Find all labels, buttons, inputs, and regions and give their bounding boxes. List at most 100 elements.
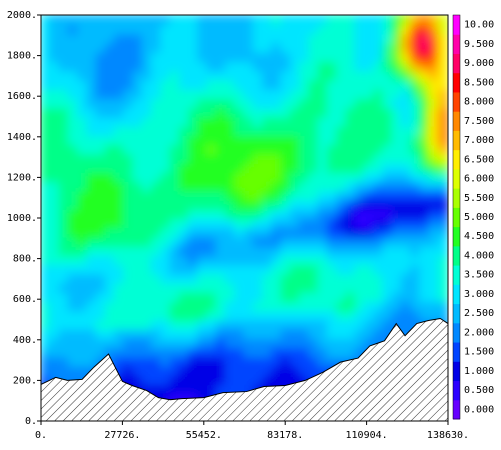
field-cell [262,272,274,284]
field-cell [271,41,283,53]
field-cell [262,253,274,266]
field-cell [197,170,209,183]
field-cell [299,244,311,256]
colorbar-swatch [453,380,460,401]
field-cell [317,143,329,155]
field-cell [77,189,89,201]
field-cell [41,189,52,201]
field-cell [252,115,264,127]
x-tick-label: 138630. [427,430,469,441]
field-cell [262,115,274,127]
y-tick-label: 1400. [7,132,37,143]
field-cell [206,226,218,238]
field-cell [67,115,79,127]
field-cell [391,309,403,321]
field-cell [410,133,422,146]
field-cell [132,32,144,44]
field-cell [225,180,237,192]
field-cell [95,143,107,155]
field-cell [363,152,375,164]
field-cell [160,78,172,90]
field-cell [49,272,61,284]
field-cell [289,226,301,238]
field-cell [178,180,190,192]
field-cell [354,290,366,303]
field-cell [86,115,98,127]
field-cell [308,32,320,44]
field-cell [141,23,153,35]
field-cell [58,15,70,26]
field-cell [41,336,52,349]
field-cell [308,189,320,201]
field-cell [58,207,70,219]
field-cell [151,300,163,312]
field-cell [114,87,126,100]
field-cell [243,309,255,321]
field-cell [197,383,209,395]
field-cell [160,373,172,386]
field-cell [299,235,311,247]
field-cell [317,226,329,238]
field-cell [49,189,61,201]
field-cell [178,152,190,164]
field-cell [400,309,412,321]
field-cell [104,318,116,330]
field-cell [206,60,218,72]
field-cell [400,69,412,81]
field-cell [225,161,237,173]
field-cell [95,41,107,53]
field-cell [151,60,163,72]
field-cell [215,78,227,90]
field-cell [123,263,135,275]
field-cell [225,170,237,183]
field-cell [77,170,89,183]
field-cell [160,217,172,229]
field-cell [197,23,209,35]
field-cell [373,290,385,303]
field-cell [188,281,200,293]
field-cell [252,346,264,358]
field-cell [206,263,218,275]
contour-field [41,15,448,421]
field-cell [262,23,274,35]
field-cell [299,69,311,81]
field-cell [234,290,246,303]
field-cell [206,327,218,339]
field-cell [169,69,181,81]
field-cell [160,253,172,266]
field-cell [123,373,135,386]
field-cell [178,392,190,404]
field-cell [345,198,357,210]
field-cell [345,115,357,127]
field-cell [308,69,320,81]
field-cell [317,97,329,109]
field-cell [299,336,311,349]
field-cell [363,327,375,339]
field-cell [410,60,422,72]
field-cell [363,50,375,63]
field-cell [280,32,292,44]
field-cell [382,69,394,81]
field-cell [243,78,255,90]
field-cell [67,207,79,219]
field-cell [400,97,412,109]
field-cell [95,87,107,100]
field-cell [215,15,227,26]
colorbar-label: 9.000 [464,58,494,69]
x-tick-label: 110904. [346,430,388,441]
field-cell [151,69,163,81]
field-cell [95,23,107,35]
field-cell [428,32,440,44]
field-cell [141,115,153,127]
field-cell [49,115,61,127]
field-cell [225,50,237,63]
field-cell [363,180,375,192]
field-cell [428,207,440,219]
field-cell [363,244,375,256]
field-cell [206,235,218,247]
field-cell [428,15,440,26]
field-cell [151,152,163,164]
field-cell [104,327,116,339]
field-cell [86,180,98,192]
field-cell [299,346,311,358]
